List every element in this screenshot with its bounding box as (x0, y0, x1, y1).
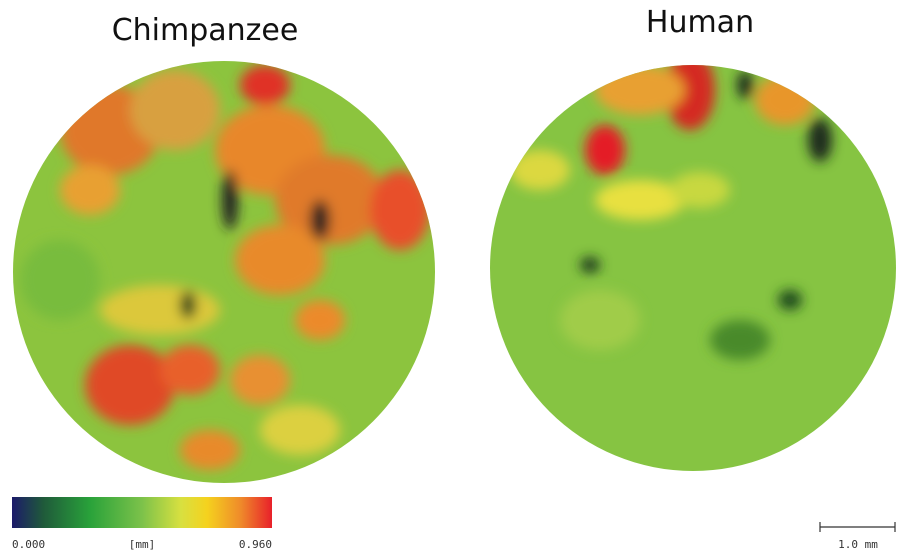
figure: Chimpanzee Human (0, 0, 897, 554)
chimpanzee-map (0, 50, 450, 500)
colorbar-unit: [mm] (129, 538, 156, 551)
scale-bar (820, 522, 895, 532)
colorbar-max: 0.960 (239, 538, 272, 551)
scale-bar-label: 1.0 mm (838, 538, 878, 551)
panel-title: Human (646, 5, 754, 40)
human-map (480, 50, 897, 475)
colorbar-min: 0.000 (12, 538, 45, 551)
colorbar (12, 497, 272, 528)
panel-title: Chimpanzee (112, 13, 299, 48)
